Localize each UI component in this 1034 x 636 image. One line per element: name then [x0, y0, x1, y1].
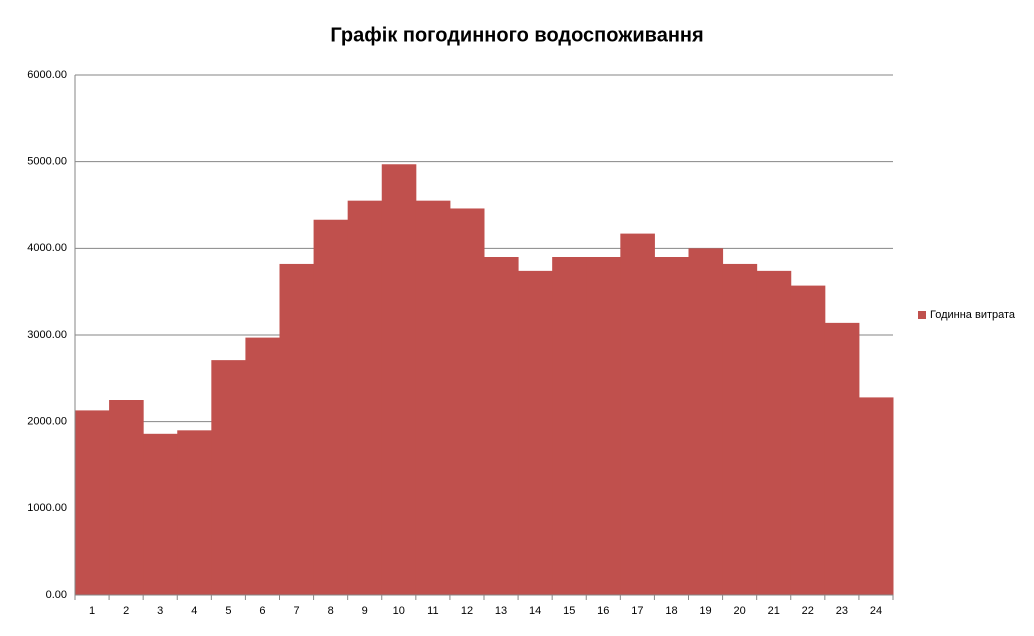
y-tick-label: 2000.00	[27, 416, 67, 428]
bar	[279, 263, 315, 595]
x-tick-label: 1	[89, 605, 95, 617]
legend-label: Годинна витрата	[930, 309, 1016, 321]
x-tick-label: 20	[734, 605, 746, 617]
x-tick-label: 22	[802, 605, 814, 617]
y-tick-label: 5000.00	[27, 156, 67, 168]
y-tick-label: 3000.00	[27, 329, 67, 341]
bar	[313, 219, 349, 595]
x-tick-label: 9	[362, 605, 368, 617]
bar	[756, 270, 792, 595]
bar	[415, 200, 451, 595]
bar	[177, 430, 212, 595]
bar	[75, 410, 110, 595]
x-tick-label: 14	[529, 605, 541, 617]
bar	[790, 285, 826, 595]
bar	[620, 233, 655, 595]
chart-title: Графік погодинного водоспоживання	[330, 24, 703, 46]
y-tick-label: 4000.00	[27, 242, 67, 254]
bar	[381, 164, 417, 595]
x-tick-label: 17	[631, 605, 643, 617]
x-tick-label: 10	[393, 605, 405, 617]
legend-swatch	[918, 311, 926, 319]
x-tick-label: 15	[563, 605, 575, 617]
bar	[518, 270, 553, 595]
bar	[654, 257, 689, 595]
x-tick-label: 8	[328, 605, 334, 617]
x-tick-label: 2	[123, 605, 129, 617]
bar	[586, 257, 621, 595]
y-tick-label: 0.00	[46, 589, 67, 601]
bar	[109, 400, 144, 595]
x-tick-label: 16	[597, 605, 609, 617]
bar	[245, 337, 280, 595]
bar	[858, 397, 894, 595]
bar	[552, 257, 587, 595]
x-tick-label: 7	[293, 605, 299, 617]
x-tick-label: 19	[699, 605, 711, 617]
x-tick-label: 6	[259, 605, 265, 617]
bar	[688, 248, 724, 596]
x-tick-label: 18	[665, 605, 677, 617]
x-tick-label: 24	[870, 605, 882, 617]
bar	[824, 322, 860, 595]
x-tick-label: 11	[427, 605, 438, 617]
x-tick-label: 5	[225, 605, 231, 617]
bar	[449, 208, 485, 595]
x-tick-label: 13	[495, 605, 507, 617]
x-tick-label: 23	[836, 605, 848, 617]
x-tick-label: 3	[157, 605, 163, 617]
x-tick-label: 21	[768, 605, 780, 617]
bar	[143, 433, 178, 595]
bar	[347, 200, 383, 595]
y-tick-label: 6000.00	[27, 69, 67, 81]
bar	[722, 263, 758, 595]
bar	[211, 360, 246, 595]
x-tick-label: 12	[461, 605, 473, 617]
x-tick-label: 4	[191, 605, 197, 617]
bar	[484, 257, 519, 595]
y-tick-label: 1000.00	[27, 502, 67, 514]
